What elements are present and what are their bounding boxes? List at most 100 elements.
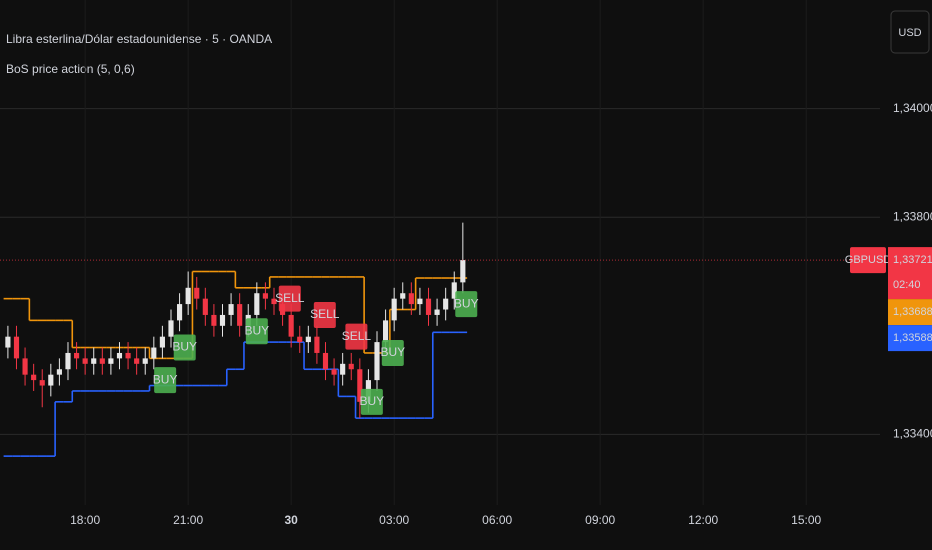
signal-box: [278, 285, 301, 312]
signal-label: SELL: [310, 307, 340, 321]
signal: BUY: [153, 367, 178, 394]
signal-box: [455, 291, 478, 318]
signal-box: [313, 301, 336, 328]
signal-label: BUY: [153, 372, 178, 386]
signal-box: [345, 323, 368, 350]
candle-body: [202, 298, 208, 315]
candle-body: [31, 374, 37, 381]
signal-box: [173, 334, 196, 361]
x-tick-label: 03:00: [379, 513, 409, 527]
candle-body: [82, 358, 88, 364]
price-tag-box: [888, 299, 932, 326]
y-tick-label: 1,33800: [893, 209, 932, 223]
signal: BUY: [380, 339, 405, 366]
candle-body: [125, 352, 131, 359]
candle-body: [22, 358, 28, 375]
signal: BUY: [172, 334, 197, 361]
candle-body: [99, 358, 105, 364]
x-tick-label: 15:00: [791, 513, 821, 527]
candle-body: [322, 352, 329, 370]
candle-body: [185, 287, 191, 305]
x-tick-label: 18:00: [70, 513, 100, 527]
symbol-tag-box: [850, 247, 886, 274]
candle-body: [297, 336, 303, 343]
candle-body: [383, 320, 389, 343]
candle-body: [391, 298, 397, 321]
candle-body: [159, 336, 165, 348]
x-tick-label: 06:00: [482, 513, 512, 527]
countdown: 02:40: [893, 279, 921, 291]
symbol-tag: GBPUSD: [845, 254, 892, 266]
candle-body: [211, 314, 217, 326]
x-tick-label: 09:00: [585, 513, 615, 527]
candle-body: [288, 314, 294, 337]
indicator-name: BoS price action (5, 0,6): [6, 62, 135, 76]
candle-body: [400, 293, 406, 299]
signal-label: SELL: [275, 291, 305, 305]
candle-body: [374, 342, 380, 381]
candle-body: [65, 352, 71, 370]
candle-body: [13, 336, 20, 359]
candle-body: [91, 358, 97, 364]
candle-body: [460, 260, 466, 283]
signal: SELL: [342, 323, 372, 350]
chart-title: Libra esterlina/Dólar estadounidense · 5…: [6, 32, 272, 46]
candle-body: [194, 287, 200, 299]
candle-body: [254, 293, 260, 315]
candle-body: [340, 363, 346, 375]
candle-body: [108, 358, 114, 364]
signal-label: BUY: [380, 345, 405, 359]
candle-body: [237, 304, 243, 326]
candle-body: [73, 352, 80, 359]
price-tag-box: [888, 247, 932, 300]
candle-body: [425, 298, 432, 315]
candle-body: [357, 369, 363, 402]
candle-body: [39, 380, 45, 386]
signal-label: BUY: [172, 340, 197, 354]
candle-body: [142, 358, 148, 364]
candle-body: [434, 309, 440, 315]
candle-body: [56, 369, 62, 375]
candle-body: [443, 298, 449, 310]
signal-label: SELL: [342, 329, 372, 343]
y-tick-label: 1,34000: [893, 101, 932, 115]
candle-body: [305, 336, 311, 343]
x-tick-label: 21:00: [173, 513, 203, 527]
signal-box: [154, 367, 177, 394]
candle-body: [228, 304, 234, 315]
x-tick-label: 12:00: [688, 513, 718, 527]
signal: SELL: [310, 301, 340, 328]
price-tag-label: 1,33721: [893, 254, 932, 266]
currency-button[interactable]: [890, 10, 930, 54]
candle-body: [151, 347, 157, 359]
signal-label: BUY: [454, 296, 479, 310]
signal: BUY: [360, 388, 385, 415]
candle-body: [134, 358, 140, 364]
signal: BUY: [454, 291, 479, 318]
candle-body: [451, 282, 457, 299]
candle-body: [116, 352, 123, 359]
candle-body: [271, 298, 277, 305]
signal: BUY: [244, 318, 269, 345]
candle-body: [417, 298, 423, 305]
signal-box: [360, 388, 383, 415]
signal-box: [381, 339, 404, 366]
price-tag-label: 1,33588: [893, 332, 932, 344]
signal-label: BUY: [360, 394, 385, 408]
candle-body: [219, 314, 226, 326]
y-tick-label: 1,33400: [893, 427, 932, 441]
candle-body: [168, 320, 174, 337]
candle-body: [262, 293, 268, 299]
currency-label[interactable]: USD: [898, 27, 921, 39]
signal: SELL: [275, 285, 305, 312]
x-tick-label: 30: [284, 513, 298, 527]
candle-body: [348, 363, 354, 370]
candle-body: [314, 336, 320, 353]
candle-body: [48, 374, 54, 386]
candle-body: [331, 369, 337, 375]
candle-body: [5, 336, 11, 348]
